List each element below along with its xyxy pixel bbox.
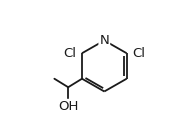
Text: Cl: Cl: [64, 47, 77, 60]
Text: N: N: [99, 34, 109, 47]
Text: OH: OH: [58, 100, 78, 113]
Text: Cl: Cl: [132, 47, 145, 60]
